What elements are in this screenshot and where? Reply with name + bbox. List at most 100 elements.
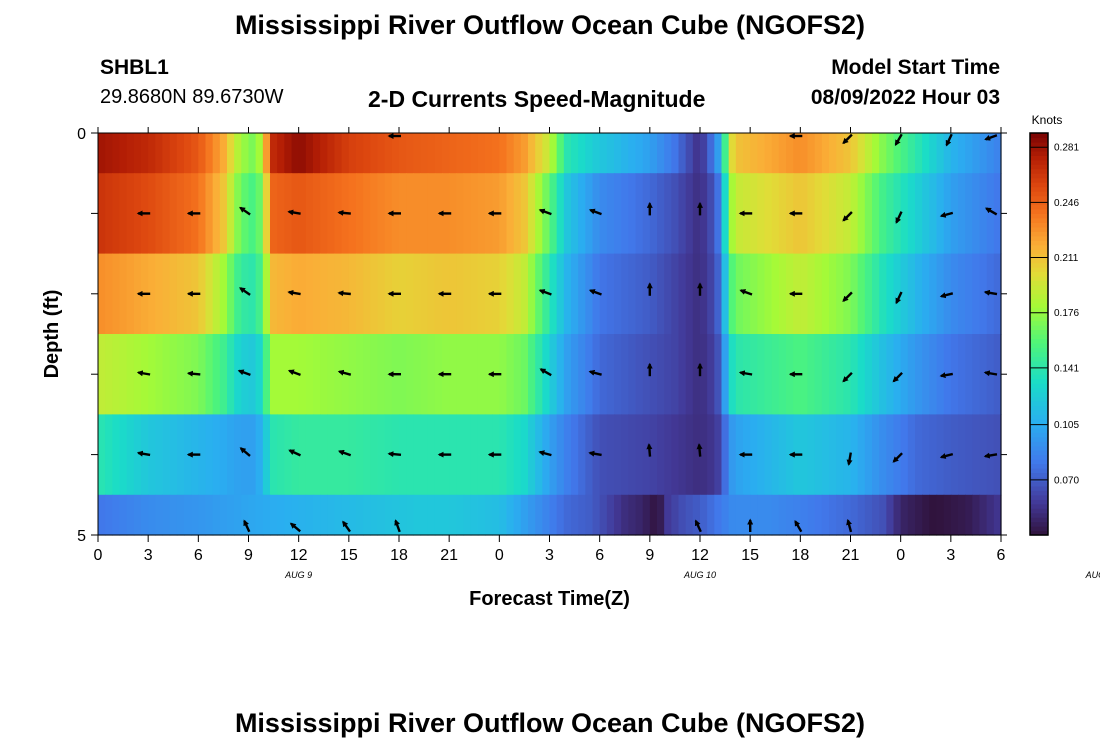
heatmap-cell (112, 173, 121, 255)
heatmap-cell (442, 494, 450, 536)
heatmap-cell (721, 253, 730, 335)
heatmap-cell (126, 253, 135, 335)
heatmap-cell (735, 133, 744, 174)
heatmap-cell (585, 173, 594, 255)
heatmap-cell (341, 414, 350, 496)
colorbar-segment (1030, 427, 1048, 433)
heatmap-cell (893, 334, 902, 415)
heatmap-cell (950, 253, 959, 335)
heatmap-cell (119, 334, 128, 415)
current-vector-arrow (342, 520, 351, 533)
heatmap-cell (241, 253, 250, 335)
colorbar-segment (1030, 517, 1048, 523)
heatmap-cell (176, 133, 185, 174)
x-tick-label: 18 (791, 547, 809, 564)
heatmap-cell (549, 173, 558, 255)
heatmap-cell (255, 173, 264, 255)
date-label: AUG 11 (1085, 570, 1100, 580)
current-vector-arrow (287, 289, 301, 296)
heatmap-cell (105, 414, 113, 496)
heatmap-cell (965, 414, 973, 496)
heatmap-cell (750, 494, 758, 536)
heatmap-cell (929, 253, 938, 335)
heatmap-cell (499, 133, 508, 174)
current-vector-arrow (939, 292, 954, 299)
heatmap-cell (234, 173, 242, 255)
heatmap-cell (119, 414, 128, 496)
heatmap-cell (556, 494, 565, 536)
heatmap-cell (850, 173, 859, 255)
heatmap-cell (778, 494, 787, 536)
heatmap-cell (198, 173, 207, 255)
heatmap-cell (936, 253, 945, 335)
heatmap-cell (162, 334, 171, 415)
heatmap-cell (248, 173, 257, 255)
heatmap-cell (284, 334, 293, 415)
heatmap-cell (370, 334, 379, 415)
heatmap-cell (807, 173, 816, 255)
colorbar-segment (1030, 325, 1048, 331)
heatmap-cell (327, 494, 336, 536)
heatmap-cell (399, 173, 407, 255)
heatmap-cell (836, 334, 844, 415)
heatmap-cell (284, 173, 293, 255)
heatmap-cell (786, 133, 794, 174)
heatmap-cell (657, 173, 665, 255)
heatmap-cell (112, 334, 121, 415)
heatmap-cell (621, 133, 629, 174)
heatmap-cell (807, 494, 816, 536)
heatmap-cell (850, 334, 859, 415)
heatmap-cell (535, 414, 543, 496)
heatmap-cell (176, 173, 185, 255)
heatmap-cell (542, 173, 551, 255)
heatmap-cell (327, 133, 336, 174)
heatmap-cell (399, 334, 407, 415)
heatmap-cell (800, 414, 809, 496)
x-tick-label: 0 (94, 547, 103, 564)
heatmap-cell (420, 173, 429, 255)
heatmap-cell (377, 414, 386, 496)
heatmap-cell (986, 494, 995, 536)
colorbar-segment (1030, 360, 1048, 366)
colorbar-segment (1030, 177, 1048, 183)
heatmap-cell (692, 253, 701, 335)
heatmap-cell (98, 173, 106, 255)
current-vector-arrow (842, 371, 853, 383)
colorbar-segment (1030, 280, 1048, 286)
heatmap-cell (384, 494, 393, 536)
heatmap-cell (886, 253, 895, 335)
heatmap-cell (184, 133, 192, 174)
x-tick-label: 3 (144, 547, 153, 564)
current-vector-arrow (983, 370, 998, 377)
heatmap-cell (592, 253, 601, 335)
heatmap-cell (606, 173, 615, 255)
heatmap-cell (578, 494, 586, 536)
heatmap-cell (219, 334, 228, 415)
heatmap-cell (986, 133, 995, 174)
heatmap-cell (843, 173, 852, 255)
heatmap-cell (757, 494, 766, 536)
heatmap-cell (413, 133, 422, 174)
heatmap-cell (105, 494, 113, 536)
heatmap-cell (499, 334, 508, 415)
heatmap-cell (685, 133, 694, 174)
heatmap-cell (864, 133, 873, 174)
heatmap-cell (685, 494, 694, 536)
heatmap-cell (649, 334, 658, 415)
heatmap-cell (886, 414, 895, 496)
heatmap-cell (98, 494, 106, 536)
heatmap-cell (599, 334, 608, 415)
heatmap-cell (169, 173, 178, 255)
heatmap-cell (578, 133, 586, 174)
heatmap-cell (162, 253, 171, 335)
heatmap-cell (642, 173, 651, 255)
heatmap-cell (764, 494, 773, 536)
colorbar-segment (1030, 168, 1048, 174)
heatmap-cell (212, 173, 221, 255)
heatmap-cell (112, 253, 121, 335)
heatmap-cell (972, 414, 981, 496)
colorbar-segment (1030, 262, 1048, 268)
current-vector-arrow (239, 287, 251, 296)
heatmap-cell (900, 133, 909, 174)
heatmap-cell (563, 414, 572, 496)
